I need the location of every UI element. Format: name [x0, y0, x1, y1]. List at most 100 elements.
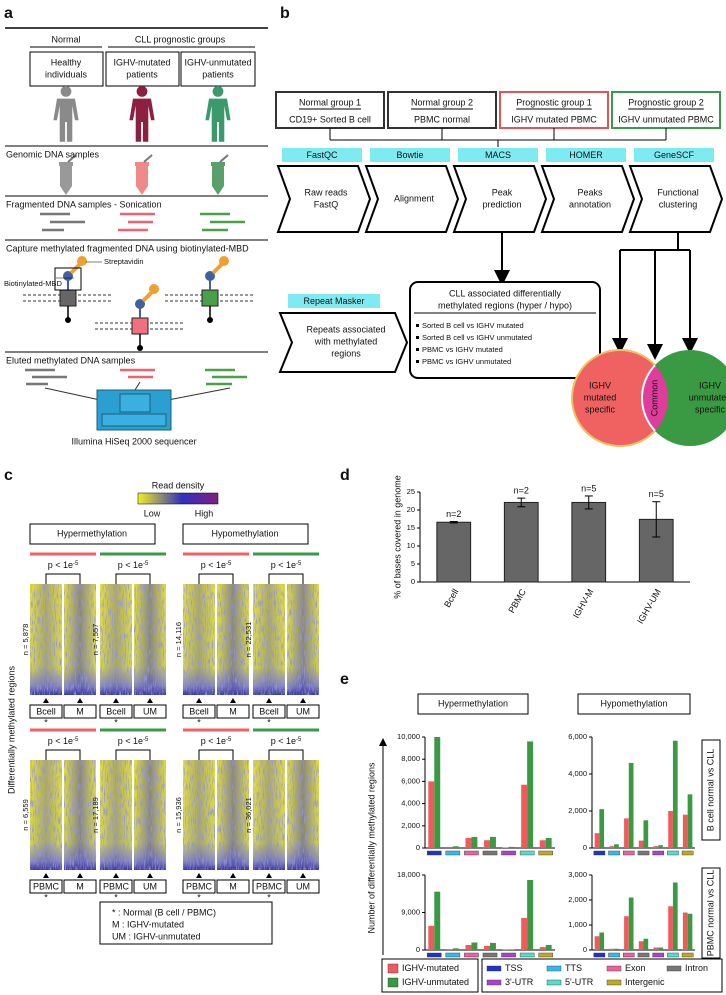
y-axis-label: % of bases covered in genome [392, 475, 402, 599]
category-swatch [464, 850, 479, 856]
tool-label-box [288, 294, 380, 308]
y-tick-label: 0 [583, 843, 587, 852]
y-tick-label: 5 [411, 559, 415, 568]
marker [147, 873, 153, 878]
mbd-complex [93, 282, 187, 353]
panel-label: a [4, 5, 13, 22]
n-label: n = 15,936 [174, 797, 183, 833]
legend-swatch [546, 965, 562, 972]
heatmap-texture [253, 584, 285, 695]
category-swatch [501, 850, 516, 856]
p-value-text: p < 1e [118, 736, 143, 746]
legend-label: IGHV-mutated [402, 963, 459, 973]
bar [672, 740, 678, 848]
bar [614, 948, 619, 950]
category-swatch [427, 850, 442, 856]
fragments [40, 212, 245, 232]
category-swatch [482, 850, 498, 856]
p-value: p < 1e-5 [48, 736, 79, 746]
heatmap-texture [183, 760, 215, 870]
column-label-box [63, 879, 97, 894]
category-swatch [622, 952, 635, 958]
bar [624, 818, 629, 848]
bracket [115, 749, 151, 760]
marker [147, 698, 153, 703]
category-swatch [667, 850, 679, 856]
bar [594, 833, 600, 848]
y-tick-label: 18,000 [397, 870, 420, 879]
y-tick-label: 2,000 [568, 806, 587, 815]
marker [266, 873, 272, 878]
step-label: Fragmented DNA samples - Sonication [6, 199, 162, 209]
x-tick-label: IGHV-UM [635, 587, 663, 625]
bar [465, 945, 472, 950]
heatmap-texture [64, 760, 96, 870]
y-tick-label: 6,000 [401, 776, 420, 785]
column-label: PBMC [103, 881, 130, 891]
legend-text: * : Normal (B cell / PBMC) [112, 907, 216, 917]
group-name: IGHV-mutated [113, 57, 170, 67]
group-box [499, 91, 609, 129]
panel-b-graphics [330, 139, 726, 447]
heatmap-texture [287, 760, 319, 870]
tool-label: HOMER [569, 150, 603, 160]
group-title: Normal group 2 [411, 97, 473, 107]
bar [490, 836, 496, 848]
legend-box [99, 901, 273, 945]
column-label: Bcell [106, 706, 126, 716]
tube-icon [58, 154, 77, 196]
step-text: regions [331, 348, 361, 358]
bar [452, 948, 459, 950]
bar [594, 936, 600, 950]
category-swatch [482, 952, 498, 958]
sequencer-part [101, 413, 167, 427]
venn-label: IGHV [589, 380, 611, 390]
p-value-exp: -5 [73, 561, 79, 567]
tube-icon [134, 154, 153, 196]
legend-text: UM : IGHV-unmutated [112, 931, 201, 941]
bullet [416, 324, 419, 327]
group-box [387, 91, 497, 129]
category-swatch [593, 850, 606, 856]
panel-label: b [280, 5, 290, 22]
category-swatch [501, 952, 516, 958]
step-text: FastQ [314, 199, 339, 209]
group-title: Normal group 1 [299, 97, 361, 107]
bar [508, 949, 515, 950]
column-label: Bcell [189, 706, 209, 716]
bar [687, 794, 693, 848]
p-value-exp: -5 [143, 561, 149, 567]
column-label-box [99, 704, 133, 719]
y-tick-label: 4,000 [401, 799, 420, 808]
column-label-box [182, 704, 216, 719]
n-label: n = 17,189 [91, 797, 100, 833]
bar [539, 947, 546, 950]
column-label-box [252, 879, 286, 894]
marker [266, 698, 272, 703]
row-box [701, 867, 721, 959]
p-value-text: p < 1e [201, 736, 226, 746]
n-label: n=5 [649, 489, 664, 499]
p-value: p < 1e-5 [201, 736, 232, 746]
bar [428, 781, 435, 848]
column-label: M [76, 881, 84, 891]
bar [484, 945, 490, 950]
legend-box [481, 958, 723, 993]
bar [624, 916, 629, 950]
category-swatch [637, 952, 650, 958]
bar [628, 897, 634, 950]
y-tick-label: 0 [416, 945, 420, 954]
bar [609, 846, 615, 848]
bar [668, 811, 673, 848]
column-label: PBMC [256, 881, 283, 891]
step-text: clustering [659, 199, 698, 209]
step-text: annotation [569, 199, 611, 209]
category-swatch [608, 850, 620, 856]
heatmap-texture [253, 760, 285, 870]
bar [471, 942, 478, 950]
category-swatch [681, 850, 694, 856]
category-swatch [652, 850, 665, 856]
category-swatch [538, 850, 553, 856]
p-value-exp: -5 [296, 561, 302, 567]
legend-label: Intron [685, 963, 708, 973]
